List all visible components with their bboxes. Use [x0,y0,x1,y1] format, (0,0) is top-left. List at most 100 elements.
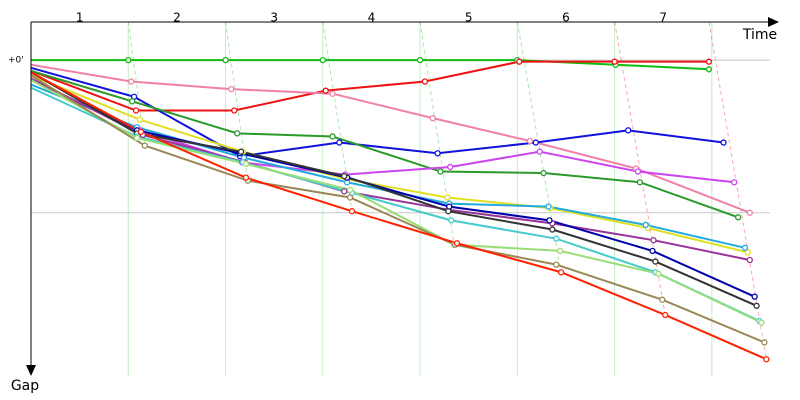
point [341,172,348,180]
point [416,56,424,64]
point [655,270,662,277]
lap-crossing-line [708,21,767,360]
point [636,179,644,186]
point [553,235,560,242]
point [751,293,758,300]
y-axis-label: Gap [11,378,39,394]
series-points [125,56,770,363]
series-line [30,63,751,214]
point [448,217,455,224]
series-line [30,69,739,219]
point [540,169,547,177]
y-axis-arrow [26,365,36,376]
point [746,209,753,216]
lap-crossing-line [419,21,455,245]
point [652,258,659,265]
point [346,186,354,193]
point [642,221,649,229]
lap-label: 4 [368,11,376,25]
point [549,226,556,233]
point [536,148,543,155]
point [329,90,336,97]
point [222,56,229,64]
point [556,247,564,255]
point [546,217,553,224]
point [532,139,539,146]
lap-label: 3 [270,11,278,25]
lap-label: 2 [173,11,181,25]
point [341,188,348,195]
point [720,139,727,146]
series-lines [30,59,767,361]
point [557,269,565,276]
point [731,179,738,186]
point [346,194,354,201]
point [662,311,669,319]
point [129,98,136,105]
point [526,137,534,145]
point [348,208,356,215]
x-axis-arrow [768,17,779,27]
point [242,160,250,168]
point [553,261,560,268]
point [434,150,441,157]
point [545,203,552,210]
labels: 1 2 3 4 5 6 7 +0' [8,11,667,66]
point [125,56,132,64]
lap-crossing-line [614,21,666,316]
series-line [30,71,767,361]
series-line [30,71,756,298]
series-line [30,77,750,262]
point [761,339,768,346]
lap-label: 1 [76,11,84,25]
lap-label: 6 [562,11,570,25]
point [231,107,238,114]
point [746,256,753,264]
y-tick-label: +0' [8,56,24,66]
point [516,58,523,65]
point [741,244,749,251]
lap-crossings [127,21,767,360]
point [650,237,657,244]
point [136,116,144,123]
point [447,163,454,171]
point [444,194,451,201]
point [753,302,760,309]
grid [31,22,770,376]
point [611,58,618,65]
point [128,78,135,85]
point [242,174,250,181]
point [445,208,452,215]
point [758,319,765,326]
point [705,58,713,65]
point [234,130,241,137]
series-line [30,60,709,112]
point [329,133,336,140]
point [763,356,770,363]
lap-crossing-line [322,21,353,212]
series-line [30,86,760,322]
point [625,127,632,134]
point [453,240,461,247]
point [133,134,141,142]
x-axis-label: Time [742,27,777,43]
point [336,139,343,146]
point [237,148,245,155]
point [429,114,436,122]
series-line [30,74,765,344]
series-line [30,79,762,324]
lap-label: 5 [465,11,473,25]
series-line [31,59,709,71]
series-line [30,71,758,307]
point [744,249,751,256]
point [319,56,326,64]
point [137,128,145,136]
point [141,142,148,149]
series-line [30,74,749,254]
point [734,214,742,221]
point [322,87,329,94]
point [705,66,713,73]
point [132,107,140,114]
